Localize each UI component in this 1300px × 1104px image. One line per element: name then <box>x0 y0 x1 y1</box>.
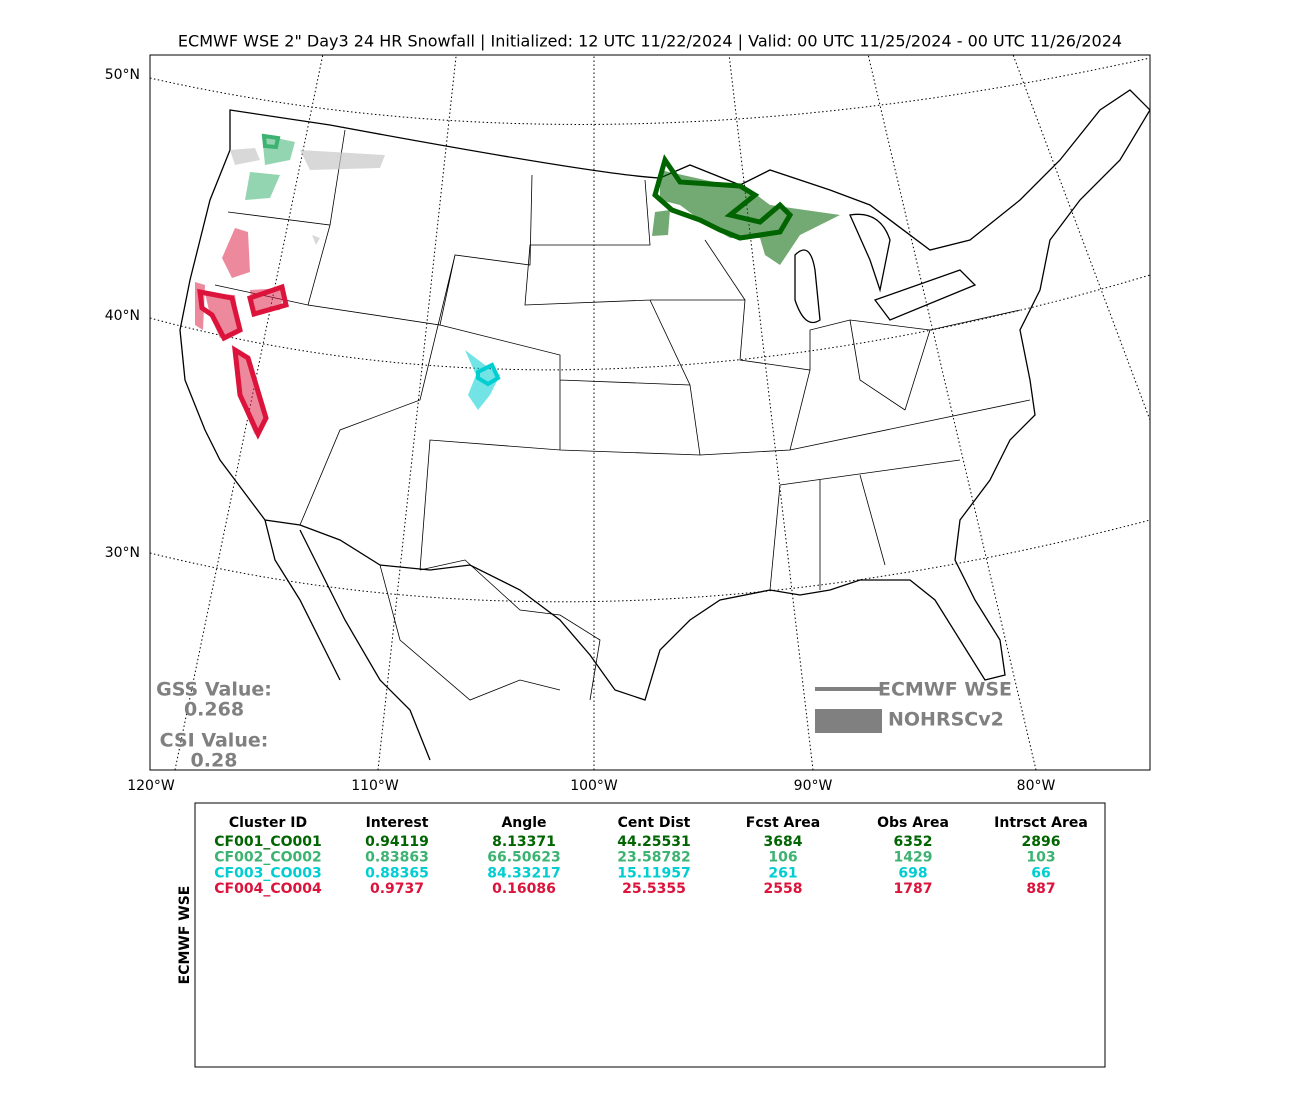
map-frame <box>149 54 1151 771</box>
score-text: GSS Value: <box>156 679 272 701</box>
coastline <box>264 519 431 761</box>
lon-label: 90°W <box>794 778 833 794</box>
meridian <box>377 55 457 770</box>
state-line <box>214 129 1031 591</box>
lat-label: 30°N <box>105 545 140 561</box>
table-cell: 0.88365 <box>365 865 429 881</box>
table-cell: 66 <box>1031 865 1050 881</box>
table-cell: CF003_CO003 <box>214 865 321 881</box>
table-cell: 15.11957 <box>617 865 691 881</box>
table-cell: 698 <box>898 865 927 881</box>
table-cell: 6352 <box>894 834 933 850</box>
table-cell: 1429 <box>894 850 933 866</box>
coastline <box>179 89 1150 701</box>
fcst-contour <box>197 283 289 440</box>
table-cell: 106 <box>768 850 797 866</box>
lake <box>794 213 977 324</box>
obs-area <box>205 288 285 435</box>
lon-label: 100°W <box>570 778 618 794</box>
table-side-label: ECMWF WSE <box>177 886 193 985</box>
table-cell: 0.83863 <box>365 850 429 866</box>
table-header: Angle <box>501 815 546 831</box>
obs-area <box>245 135 295 200</box>
table-cell: 261 <box>768 865 797 881</box>
country-line <box>379 559 601 701</box>
map <box>150 55 1150 770</box>
parallel <box>150 519 1150 603</box>
lon-label: 80°W <box>1017 778 1056 794</box>
obs-area <box>195 228 250 330</box>
table-cell: 25.5355 <box>622 881 686 897</box>
score-text: 0.28 <box>191 750 238 772</box>
table-cell: 84.33217 <box>487 865 561 881</box>
table-header: Intrsct Area <box>994 815 1088 831</box>
lat-label: 50°N <box>105 67 140 83</box>
table-cell: CF004_CO004 <box>214 881 322 897</box>
meridian <box>1012 55 1150 421</box>
table-header: Cluster ID <box>229 815 307 831</box>
table-cell: 0.94119 <box>365 834 429 850</box>
table-cell: 2558 <box>764 881 803 897</box>
fcst-contour <box>476 362 501 387</box>
table-cell: CF001_CO001 <box>214 834 321 850</box>
table-cell: 3684 <box>764 834 803 850</box>
table-cell: 0.16086 <box>492 881 556 897</box>
table-cell: CF002_CO002 <box>214 850 321 866</box>
meridian <box>728 55 814 770</box>
table-cell: 23.58782 <box>617 850 691 866</box>
table-cell: 66.50623 <box>487 850 561 866</box>
score-text: CSI Value: <box>160 730 269 752</box>
legend-swatch <box>815 709 882 733</box>
title: ECMWF WSE 2" Day3 24 HR Snowfall | Initi… <box>178 32 1122 51</box>
table-header: Obs Area <box>877 815 949 831</box>
table-cell: 2896 <box>1022 834 1061 850</box>
score-text: 0.268 <box>184 699 244 721</box>
table-frame <box>194 802 1106 1068</box>
table-header: Cent Dist <box>618 815 691 831</box>
table-cell: 8.13371 <box>492 834 556 850</box>
fcst-contour <box>261 133 281 150</box>
fcst-contour <box>652 154 794 241</box>
legend-label: NOHRSCv2 <box>888 709 1004 731</box>
table-header: Interest <box>366 815 429 831</box>
table-cell: 887 <box>1026 881 1055 897</box>
meridian <box>867 55 1037 770</box>
lon-label: 120°W <box>127 778 175 794</box>
table-cell: 44.25531 <box>617 834 691 850</box>
table-cell: 0.9737 <box>370 881 424 897</box>
lat-label: 40°N <box>105 308 140 324</box>
table-cell: 1787 <box>894 881 933 897</box>
parallel <box>150 274 1150 371</box>
obs-area <box>230 148 385 245</box>
lon-label: 110°W <box>351 778 399 794</box>
table-header: Fcst Area <box>746 815 820 831</box>
legend-label: ECMWF WSE <box>878 679 1012 701</box>
table-cell: 103 <box>1026 850 1055 866</box>
parallel <box>150 57 1150 125</box>
